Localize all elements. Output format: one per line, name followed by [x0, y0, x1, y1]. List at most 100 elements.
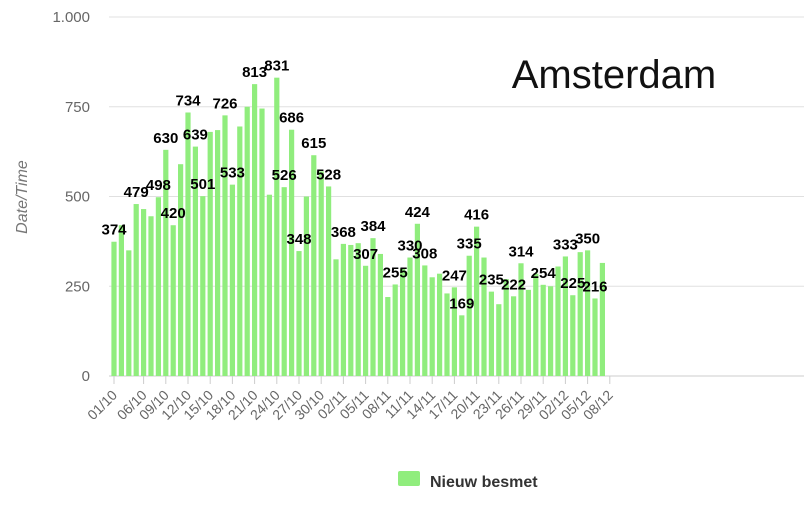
- bar[interactable]: [289, 129, 295, 376]
- bar[interactable]: [148, 216, 154, 376]
- bar[interactable]: [244, 106, 250, 376]
- data-label: 813: [242, 64, 267, 81]
- bar[interactable]: [444, 293, 450, 376]
- bar[interactable]: [585, 250, 591, 376]
- bar[interactable]: [392, 284, 398, 376]
- bar[interactable]: [503, 279, 509, 376]
- bar[interactable]: [533, 273, 539, 376]
- bar[interactable]: [141, 209, 147, 376]
- data-label: 384: [360, 218, 386, 235]
- bar[interactable]: [562, 256, 568, 376]
- y-axis-ticks: 0 250 500 750 1.000: [52, 9, 90, 385]
- bar[interactable]: [133, 204, 139, 376]
- bar[interactable]: [222, 115, 228, 376]
- bar[interactable]: [592, 298, 598, 376]
- bar[interactable]: [170, 225, 176, 376]
- data-label: 308: [412, 245, 437, 262]
- bar[interactable]: [296, 251, 302, 376]
- bar[interactable]: [474, 226, 480, 376]
- bar[interactable]: [155, 197, 161, 376]
- bar[interactable]: [363, 265, 369, 376]
- legend[interactable]: Nieuw besmet: [398, 471, 538, 491]
- bar[interactable]: [111, 241, 117, 376]
- bar[interactable]: [185, 112, 191, 376]
- bar[interactable]: [414, 223, 420, 376]
- y-tick-label: 1.000: [52, 9, 90, 26]
- y-tick-label: 750: [65, 99, 90, 116]
- bar[interactable]: [126, 250, 132, 376]
- bar[interactable]: [422, 265, 428, 376]
- bar[interactable]: [437, 273, 443, 376]
- bar[interactable]: [266, 194, 272, 376]
- bar[interactable]: [178, 164, 184, 376]
- bar[interactable]: [200, 196, 206, 376]
- bar[interactable]: [555, 266, 561, 376]
- data-label: 498: [146, 177, 171, 194]
- bar[interactable]: [407, 257, 413, 376]
- bar[interactable]: [511, 296, 517, 376]
- bar[interactable]: [252, 84, 258, 377]
- data-labels: 3744794986304207346395017265338138315266…: [101, 58, 607, 313]
- data-label: 350: [575, 230, 600, 247]
- data-label: 374: [101, 222, 127, 239]
- chart-title: Amsterdam: [512, 53, 717, 97]
- bar[interactable]: [326, 186, 332, 376]
- bar[interactable]: [481, 257, 487, 376]
- data-label: 501: [190, 176, 215, 193]
- bar[interactable]: [348, 244, 354, 376]
- data-label: 528: [316, 166, 341, 183]
- y-axis-label: Date/Time: [14, 160, 31, 234]
- bar[interactable]: [340, 243, 346, 376]
- bar[interactable]: [540, 284, 546, 376]
- bar[interactable]: [207, 131, 213, 376]
- data-label: 526: [272, 167, 297, 184]
- bar[interactable]: [429, 277, 435, 376]
- data-label: 333: [553, 236, 578, 253]
- data-label: 420: [161, 205, 186, 222]
- bar[interactable]: [259, 108, 265, 377]
- bar[interactable]: [496, 304, 502, 376]
- data-label: 831: [264, 58, 289, 75]
- bar[interactable]: [237, 126, 243, 377]
- bars: [111, 77, 605, 377]
- bar[interactable]: [570, 295, 576, 376]
- data-label: 630: [153, 130, 178, 147]
- bar[interactable]: [355, 243, 361, 376]
- data-label: 424: [405, 204, 431, 221]
- bar[interactable]: [377, 253, 383, 376]
- bar[interactable]: [318, 171, 324, 376]
- bar[interactable]: [192, 146, 198, 376]
- data-label: 335: [457, 236, 482, 253]
- bar[interactable]: [370, 238, 376, 376]
- bar[interactable]: [488, 291, 494, 376]
- data-label: 533: [220, 165, 245, 182]
- bar[interactable]: [281, 187, 287, 376]
- data-label: 479: [124, 184, 149, 201]
- bar[interactable]: [274, 77, 280, 377]
- bar[interactable]: [215, 130, 221, 376]
- bar[interactable]: [466, 255, 472, 376]
- data-label: 216: [582, 278, 607, 295]
- bar[interactable]: [525, 289, 531, 376]
- bar[interactable]: [548, 286, 554, 376]
- bar[interactable]: [303, 196, 309, 377]
- bar[interactable]: [599, 262, 605, 376]
- bar[interactable]: [451, 287, 457, 376]
- bar[interactable]: [311, 155, 317, 376]
- bar[interactable]: [518, 263, 524, 376]
- data-label: 225: [560, 275, 585, 292]
- data-label: 255: [383, 264, 408, 281]
- bar[interactable]: [333, 259, 339, 376]
- bar[interactable]: [163, 149, 169, 376]
- bar[interactable]: [385, 297, 391, 376]
- data-label: 307: [353, 246, 378, 263]
- bar[interactable]: [400, 268, 406, 376]
- data-label: 254: [531, 265, 557, 282]
- bar[interactable]: [229, 184, 235, 376]
- bar[interactable]: [459, 315, 465, 376]
- data-label: 222: [501, 276, 526, 293]
- bar[interactable]: [118, 225, 124, 376]
- bar[interactable]: [577, 252, 583, 376]
- x-axis-ticks: 01/1006/1009/1012/1015/1018/1021/1024/10…: [84, 376, 616, 423]
- data-label: 368: [331, 224, 356, 241]
